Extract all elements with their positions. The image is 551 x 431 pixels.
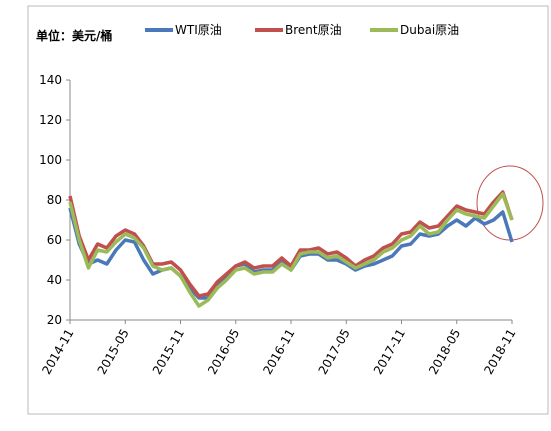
chart-frame xyxy=(27,5,549,415)
legend-label: Brent原油 xyxy=(285,23,342,37)
x-tick-label: 2017-11 xyxy=(371,327,408,377)
y-tick-label: 40 xyxy=(47,273,62,287)
y-tick-label: 120 xyxy=(39,113,62,127)
y-axis-label: 单位：美元/桶 xyxy=(36,28,112,43)
y-tick-label: 20 xyxy=(47,313,62,327)
x-tick-label: 2016-05 xyxy=(205,327,242,377)
legend-label: Dubai原油 xyxy=(400,23,459,37)
x-tick-label: 2016-11 xyxy=(260,327,297,377)
y-tick-label: 100 xyxy=(39,153,62,167)
y-tick-label: 60 xyxy=(47,233,62,247)
y-tick-label: 140 xyxy=(39,73,62,87)
x-tick-label: 2015-05 xyxy=(95,327,132,377)
highlight-circle xyxy=(476,165,544,241)
y-tick-label: 80 xyxy=(47,193,62,207)
x-tick-label: 2018-11 xyxy=(481,327,518,377)
x-tick-label: 2018-05 xyxy=(426,327,463,377)
series-line xyxy=(68,192,514,308)
x-tick-label: 2014-11 xyxy=(39,327,76,377)
x-tick-label: 2015-11 xyxy=(150,327,187,377)
legend-label: WTI原油 xyxy=(175,23,222,37)
x-tick-label: 2017-05 xyxy=(316,327,353,377)
